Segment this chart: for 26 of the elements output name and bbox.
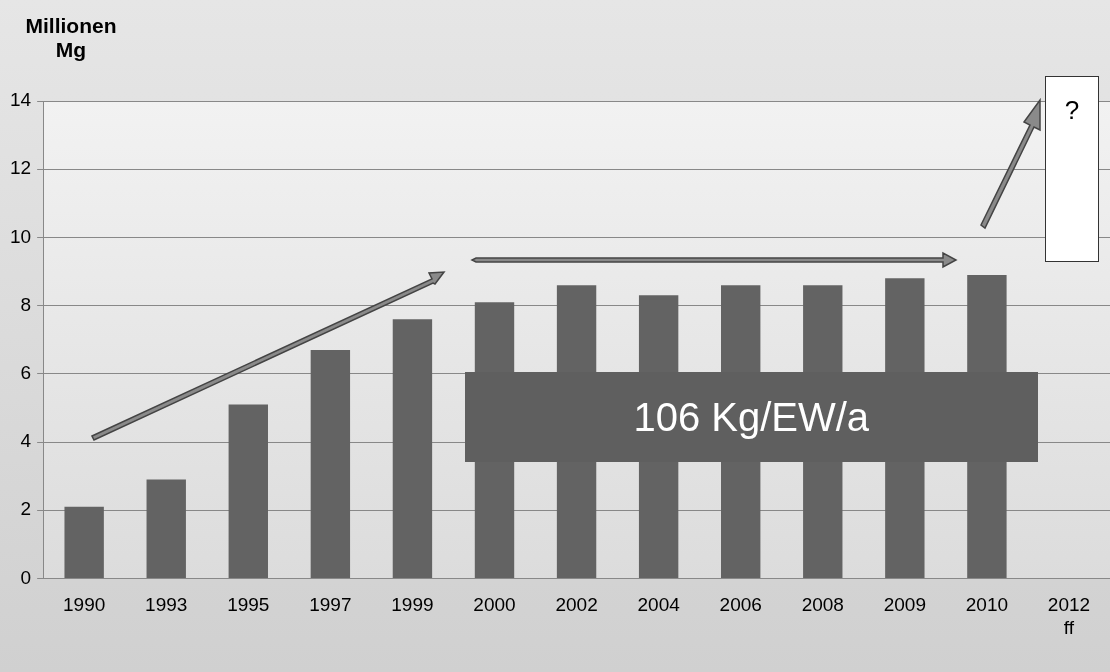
x-tick-label: 1997 — [309, 594, 352, 616]
x-tick-label: 2006 — [719, 594, 762, 616]
x-tick-label: 2012 ff — [1047, 594, 1091, 638]
caption-box: 106 Kg/EW/a — [464, 372, 1038, 462]
x-tick-label: 2002 — [555, 594, 598, 616]
y-tick-label: 0 — [20, 566, 32, 588]
y-tick-label: 4 — [20, 430, 32, 452]
y-tick-label: 2 — [20, 498, 32, 520]
x-tick-label: 1999 — [391, 594, 434, 616]
y-tick-label: 8 — [20, 293, 32, 315]
question-box: ? — [1044, 76, 1099, 262]
annotation: ? — [1064, 95, 1080, 125]
y-tick-label: 12 — [9, 157, 32, 179]
x-tick-label: 2000 — [473, 594, 516, 616]
x-tick-label: 1993 — [145, 594, 188, 616]
x-tick-label: 2009 — [883, 594, 926, 616]
annotation: 106 Kg/EW/a — [633, 394, 870, 440]
x-tick-label: 1990 — [63, 594, 106, 616]
x-tick-label: 1995 — [227, 594, 270, 616]
y-tick-label: 6 — [20, 362, 32, 384]
x-tick-label: 2010 — [965, 594, 1009, 616]
y-tick-label: 14 — [9, 89, 32, 111]
x-tick-label: 2008 — [801, 594, 844, 616]
y-axis-title: Millionen Mg — [24, 14, 118, 62]
y-tick-label: 10 — [9, 225, 32, 247]
x-tick-label: 2004 — [637, 594, 681, 616]
